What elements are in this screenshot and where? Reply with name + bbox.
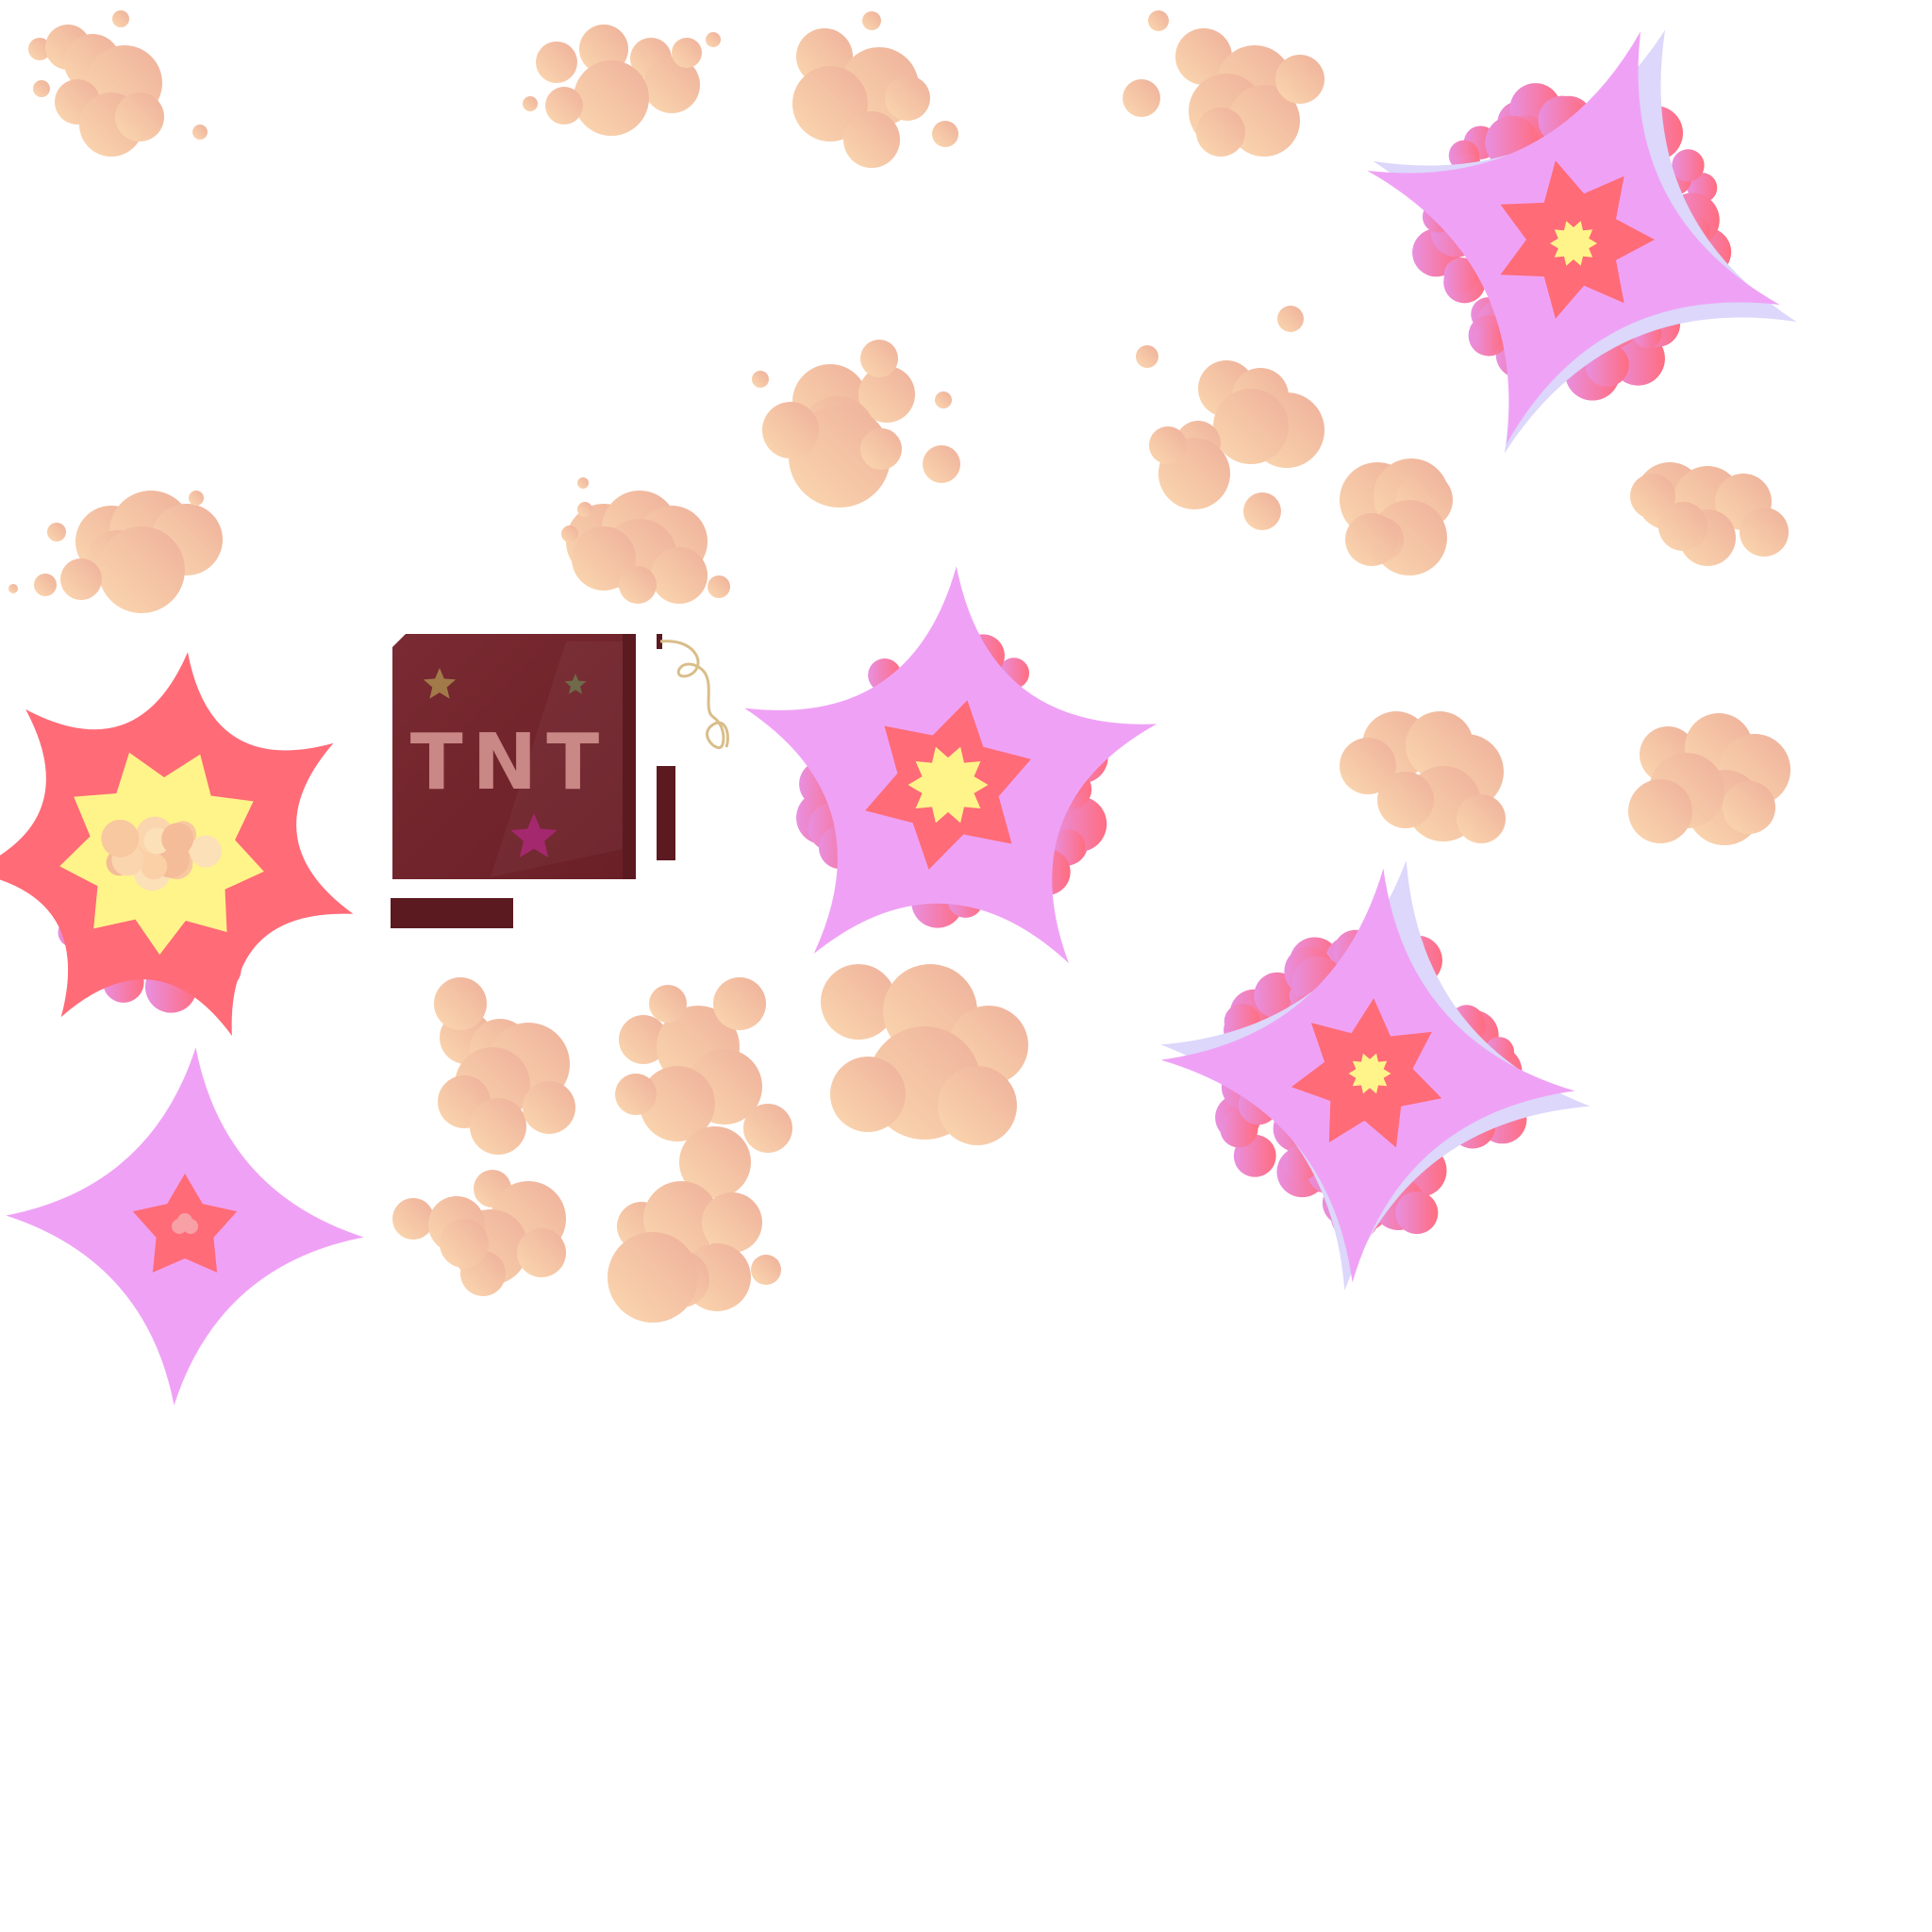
smoke-puff xyxy=(28,10,208,157)
smoke-puff xyxy=(752,340,960,508)
smoke-puff xyxy=(561,477,730,604)
smoke-puff xyxy=(792,11,958,168)
flash-star xyxy=(6,1047,364,1406)
smoke-puff xyxy=(1628,713,1790,845)
smoke-puff xyxy=(821,964,1028,1145)
explosion-burst xyxy=(744,566,1158,964)
smoke-puff xyxy=(392,1170,566,1296)
explosion-burst xyxy=(1367,29,1797,454)
smoke-puff xyxy=(8,491,223,613)
smoke-puff xyxy=(1123,10,1324,157)
star-icon xyxy=(564,674,587,694)
star-icon xyxy=(510,813,558,858)
smoke-puff xyxy=(434,977,575,1155)
smoke-puff xyxy=(608,1181,781,1323)
smoke-puff xyxy=(1136,306,1324,530)
smoke-puff xyxy=(1630,462,1789,566)
smoke-puff xyxy=(1340,711,1506,843)
smoke-puff xyxy=(523,25,721,136)
tnt-crate: TNT xyxy=(391,634,729,928)
star-icon xyxy=(423,668,457,699)
smoke-puff xyxy=(1340,458,1453,575)
smoke-puff xyxy=(615,977,792,1198)
tnt-label: TNT xyxy=(410,718,609,808)
explosion-burst xyxy=(1160,860,1591,1291)
explosion-large xyxy=(0,652,354,1036)
